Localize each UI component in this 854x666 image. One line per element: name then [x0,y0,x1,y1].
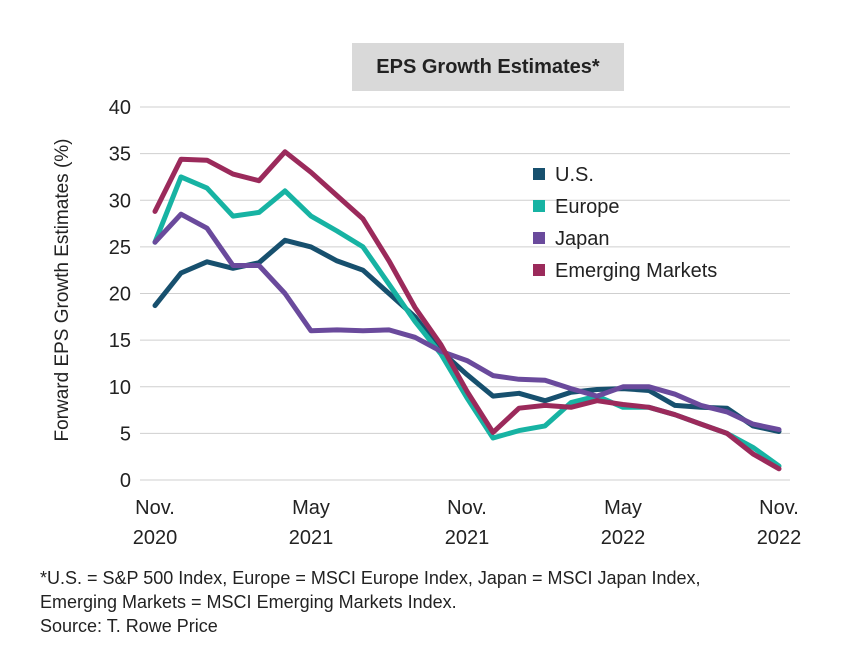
legend-swatch [533,200,545,212]
y-tick-label: 15 [109,330,131,352]
legend-label: U.S. [555,164,594,186]
x-tick-line-2: 2022 [757,527,802,549]
gridlines [140,106,790,481]
legend-item: Europe [533,196,620,218]
y-tick-label: 30 [109,190,131,212]
x-tick-label: Nov. 2020 [133,497,178,549]
x-tick-line-1: Nov. [135,497,175,519]
legend-item: U.S. [533,164,594,186]
y-tick-label: 35 [109,144,131,166]
x-tick-label: Nov. 2022 [757,497,802,549]
y-tick-label: 0 [120,470,131,492]
series-line-europe [152,174,782,469]
legend-label: Europe [555,196,620,218]
legend-swatch [533,168,545,180]
series-line-emerging-markets [152,149,782,472]
legend-swatch [533,232,545,244]
x-tick-line-2: 2020 [133,527,178,549]
series-line-u-s [152,237,782,434]
legend: U.S. Europe Japan Emerging Markets [533,164,717,282]
y-tick-label: 5 [120,423,131,445]
footnote-line-2: Emerging Markets = MSCI Emerging Markets… [40,592,457,612]
source-note: Source: T. Rowe Price [40,616,218,636]
x-tick-line-2: 2021 [289,527,334,549]
y-axis-ticks: 0 5 10 15 20 25 30 35 40 [109,97,131,492]
x-tick-line-2: 2022 [601,527,646,549]
legend-item: Emerging Markets [533,260,717,282]
legend-swatch [533,264,545,276]
legend-label: Emerging Markets [555,260,717,282]
chart-title: EPS Growth Estimates* [352,43,624,91]
y-tick-label: 10 [109,377,131,399]
series-lines [152,149,782,472]
x-tick-line-1: Nov. [447,497,487,519]
x-tick-label: May 2022 [601,497,646,549]
x-tick-line-1: May [292,497,330,519]
footnote-line-1: *U.S. = S&P 500 Index, Europe = MSCI Eur… [40,568,701,588]
series-line-japan [152,211,782,433]
x-tick-label: May 2021 [289,497,334,549]
y-tick-label: 25 [109,237,131,259]
x-tick-line-1: Nov. [759,497,799,519]
eps-growth-chart: 0 5 10 15 20 25 30 35 40 Nov. 2020 May 2021 Nov. 2021… [52,97,802,549]
x-tick-line-1: May [604,497,642,519]
x-tick-line-2: 2021 [445,527,490,549]
y-axis-label: Forward EPS Growth Estimates (%) [52,138,73,441]
legend-label: Japan [555,228,610,250]
legend-item: Japan [533,228,610,250]
y-tick-label: 40 [109,97,131,119]
x-tick-label: Nov. 2021 [445,497,490,549]
footnote: *U.S. = S&P 500 Index, Europe = MSCI Eur… [40,566,830,638]
y-tick-label: 20 [109,284,131,306]
x-axis-ticks: Nov. 2020 May 2021 Nov. 2021 May 2022 Nov. 2022 [133,497,802,549]
